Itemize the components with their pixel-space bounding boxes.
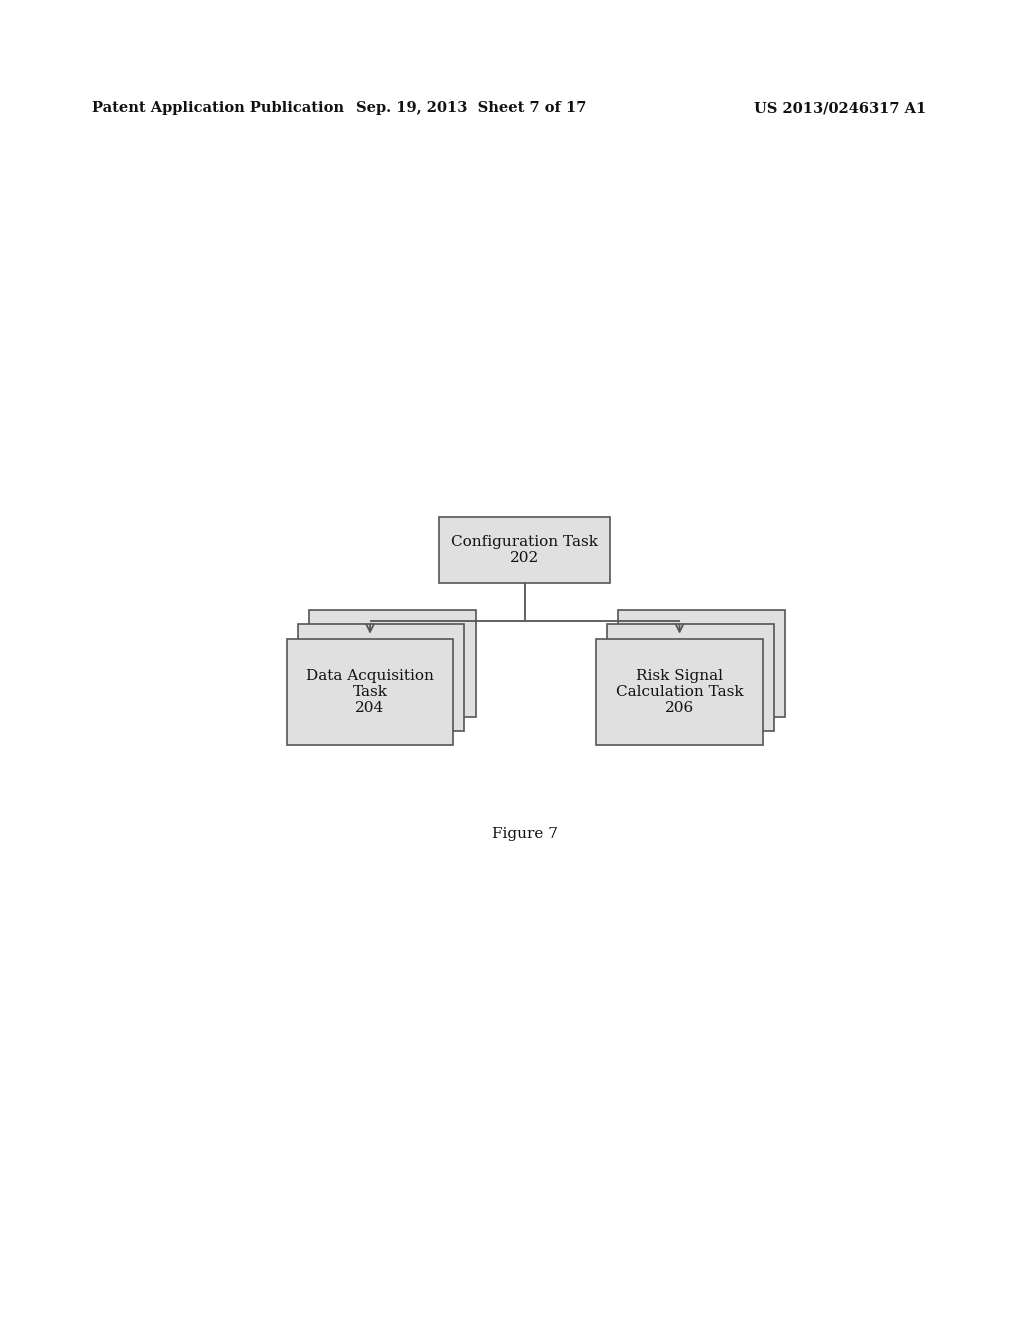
Text: Sep. 19, 2013  Sheet 7 of 17: Sep. 19, 2013 Sheet 7 of 17 xyxy=(356,102,586,115)
Text: Figure 7: Figure 7 xyxy=(492,828,558,841)
Text: US 2013/0246317 A1: US 2013/0246317 A1 xyxy=(754,102,926,115)
Bar xyxy=(596,639,763,746)
Bar xyxy=(618,610,785,717)
Bar xyxy=(607,624,774,731)
Text: Data Acquisition
Task
204: Data Acquisition Task 204 xyxy=(306,669,434,715)
Bar xyxy=(439,516,610,582)
Text: Configuration Task
202: Configuration Task 202 xyxy=(452,535,598,565)
Bar xyxy=(309,610,475,717)
Text: Patent Application Publication: Patent Application Publication xyxy=(92,102,344,115)
Bar xyxy=(298,624,465,731)
Bar xyxy=(287,639,454,746)
Text: Risk Signal
Calculation Task
206: Risk Signal Calculation Task 206 xyxy=(615,669,743,715)
